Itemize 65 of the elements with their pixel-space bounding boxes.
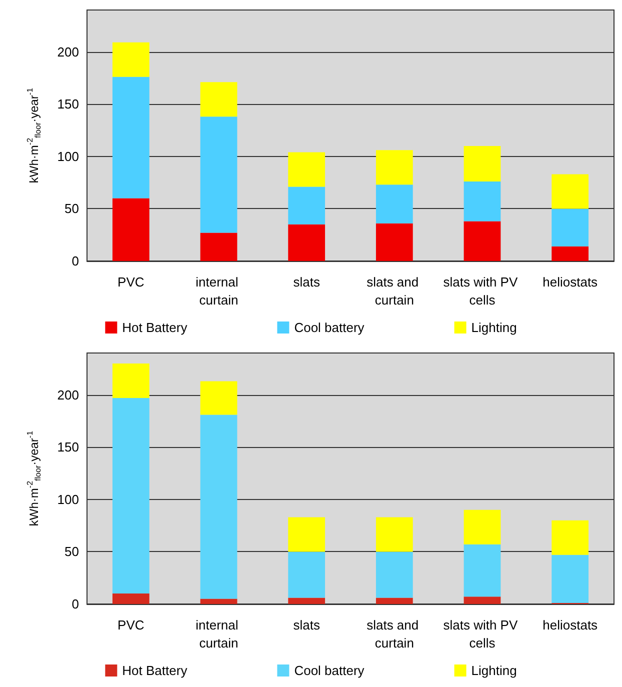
bar <box>288 152 326 187</box>
bar <box>552 246 589 261</box>
y-tick-label: 200 <box>57 387 79 402</box>
bar <box>200 414 238 599</box>
bar <box>288 598 326 604</box>
x-tick-label: heliostats <box>542 618 598 632</box>
y-tick-label: 0 <box>72 596 79 612</box>
bar <box>464 544 501 597</box>
legend-label: Lighting <box>471 320 517 335</box>
y-tick-label: 100 <box>57 492 79 507</box>
bar <box>112 76 150 198</box>
bar <box>552 208 589 246</box>
y-tick-label: 50 <box>64 201 79 216</box>
bar <box>200 116 238 233</box>
y-tick-label: 200 <box>57 44 79 60</box>
y-tick-label: 150 <box>57 440 79 455</box>
x-tick-label: slats <box>293 274 320 290</box>
bar <box>552 520 589 555</box>
legend-label: Lighting <box>471 663 517 678</box>
bar <box>376 552 413 598</box>
bar <box>464 146 501 182</box>
legend-label: Cool battery <box>294 320 365 335</box>
x-tick-label: slats <box>293 618 320 632</box>
bar <box>376 223 413 261</box>
x-tick-label: slats with PV cells <box>443 618 522 650</box>
bar <box>552 174 589 209</box>
y-tick-label: 0 <box>72 254 79 268</box>
bar <box>464 510 501 544</box>
bar <box>288 224 326 261</box>
bar <box>200 82 238 117</box>
bar <box>112 198 150 261</box>
bar <box>376 517 413 552</box>
bar <box>200 232 238 261</box>
bar <box>112 363 150 398</box>
y-axis-title: kWh·m-2floor·year-1 <box>26 87 42 184</box>
x-tick-label: PVC <box>118 274 144 290</box>
bar <box>112 594 150 604</box>
bar <box>200 598 238 604</box>
x-tick-label: internal curtain <box>196 618 242 650</box>
legend-label: Hot Battery <box>122 320 188 335</box>
y-axis-title: kWh·m-2floor·year-1 <box>26 430 42 526</box>
x-tick-label: PVC <box>118 618 144 632</box>
legend-label: Cool battery <box>294 663 365 678</box>
x-tick-label: internal curtain <box>196 274 242 308</box>
bar <box>376 150 413 185</box>
x-tick-label: slats and curtain <box>366 618 422 650</box>
bar <box>112 398 150 594</box>
x-tick-label: heliostats <box>542 274 598 290</box>
bar <box>464 596 501 604</box>
x-tick-label: slats with PV cells <box>443 274 522 308</box>
bar <box>200 381 238 415</box>
bar <box>112 42 150 77</box>
bar <box>288 517 326 552</box>
x-tick-label: slats and curtain <box>366 274 422 308</box>
y-tick-label: 150 <box>57 96 79 112</box>
bar <box>288 186 326 224</box>
y-tick-label: 50 <box>64 544 79 560</box>
bar <box>552 554 589 603</box>
bar <box>376 184 413 224</box>
bar <box>464 221 501 261</box>
bar <box>288 552 326 598</box>
legend-label: Hot Battery <box>122 663 188 678</box>
bar <box>376 598 413 604</box>
bar <box>464 182 501 222</box>
y-tick-label: 100 <box>57 148 79 164</box>
